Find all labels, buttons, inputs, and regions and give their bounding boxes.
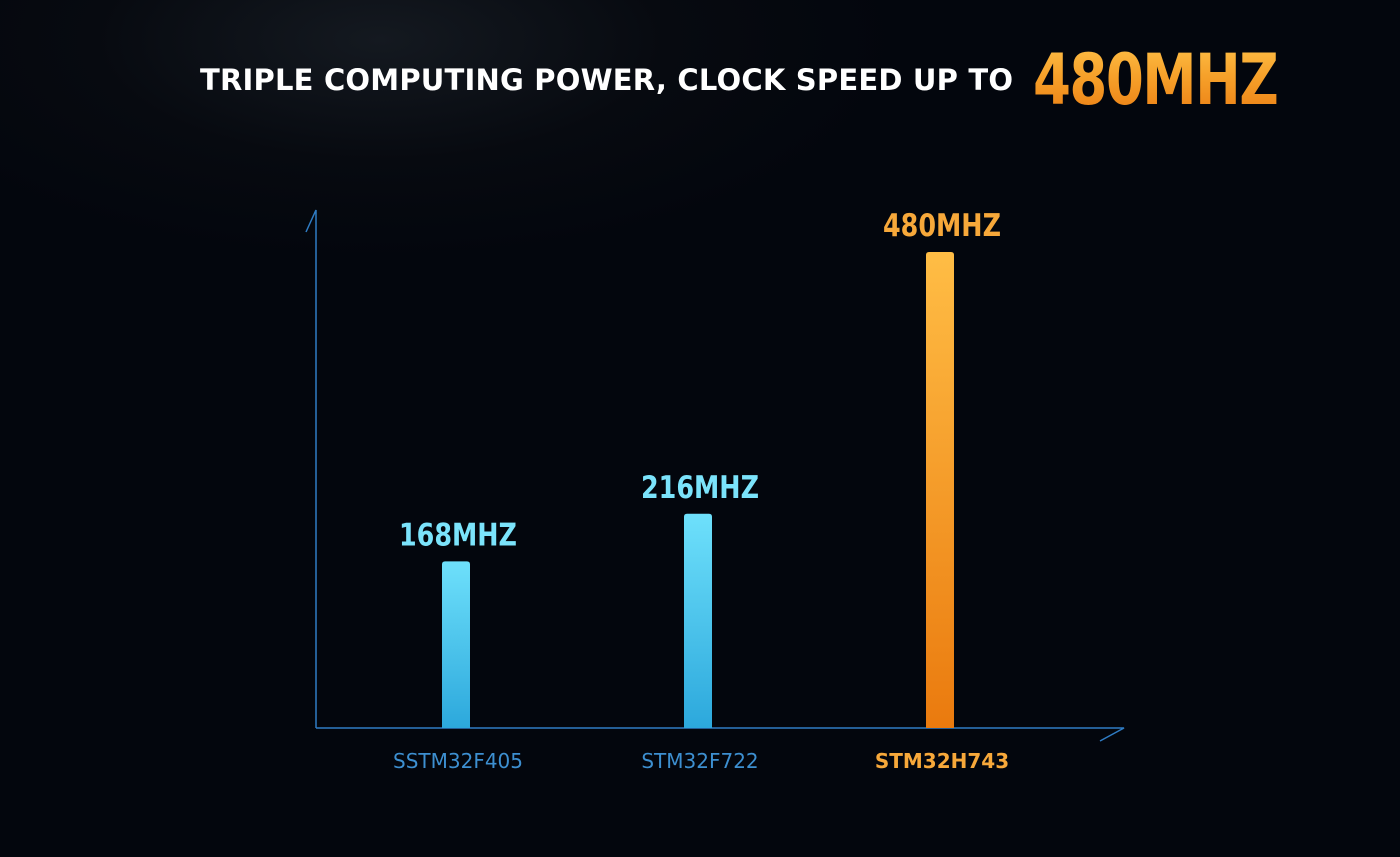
x-axis xyxy=(316,727,1125,742)
headline-text: TRIPLE COMPUTING POWER, CLOCK SPEED UP T… xyxy=(200,63,1014,97)
category-label: STM32H743 xyxy=(875,749,1009,773)
bar-sstm32f405 xyxy=(442,561,470,728)
bars xyxy=(442,252,954,728)
category-label: STM32F722 xyxy=(641,749,758,773)
value-label: 216MHZ xyxy=(641,469,759,505)
axes xyxy=(305,209,1125,742)
value-label: 480MHZ xyxy=(883,208,1001,244)
headline: TRIPLE COMPUTING POWER, CLOCK SPEED UP T… xyxy=(200,39,1346,121)
value-labels: 168MHZ 216MHZ 480MHZ xyxy=(399,208,1001,553)
category-labels: SSTM32F405 STM32F722 STM32H743 xyxy=(393,749,1009,773)
value-label: 168MHZ xyxy=(399,517,517,553)
headline-accent: 480MHZ xyxy=(1033,39,1279,121)
bar-stm32h743 xyxy=(926,252,954,728)
bar-stm32f722 xyxy=(684,513,712,728)
category-label: SSTM32F405 xyxy=(393,749,523,773)
y-axis xyxy=(305,209,317,728)
